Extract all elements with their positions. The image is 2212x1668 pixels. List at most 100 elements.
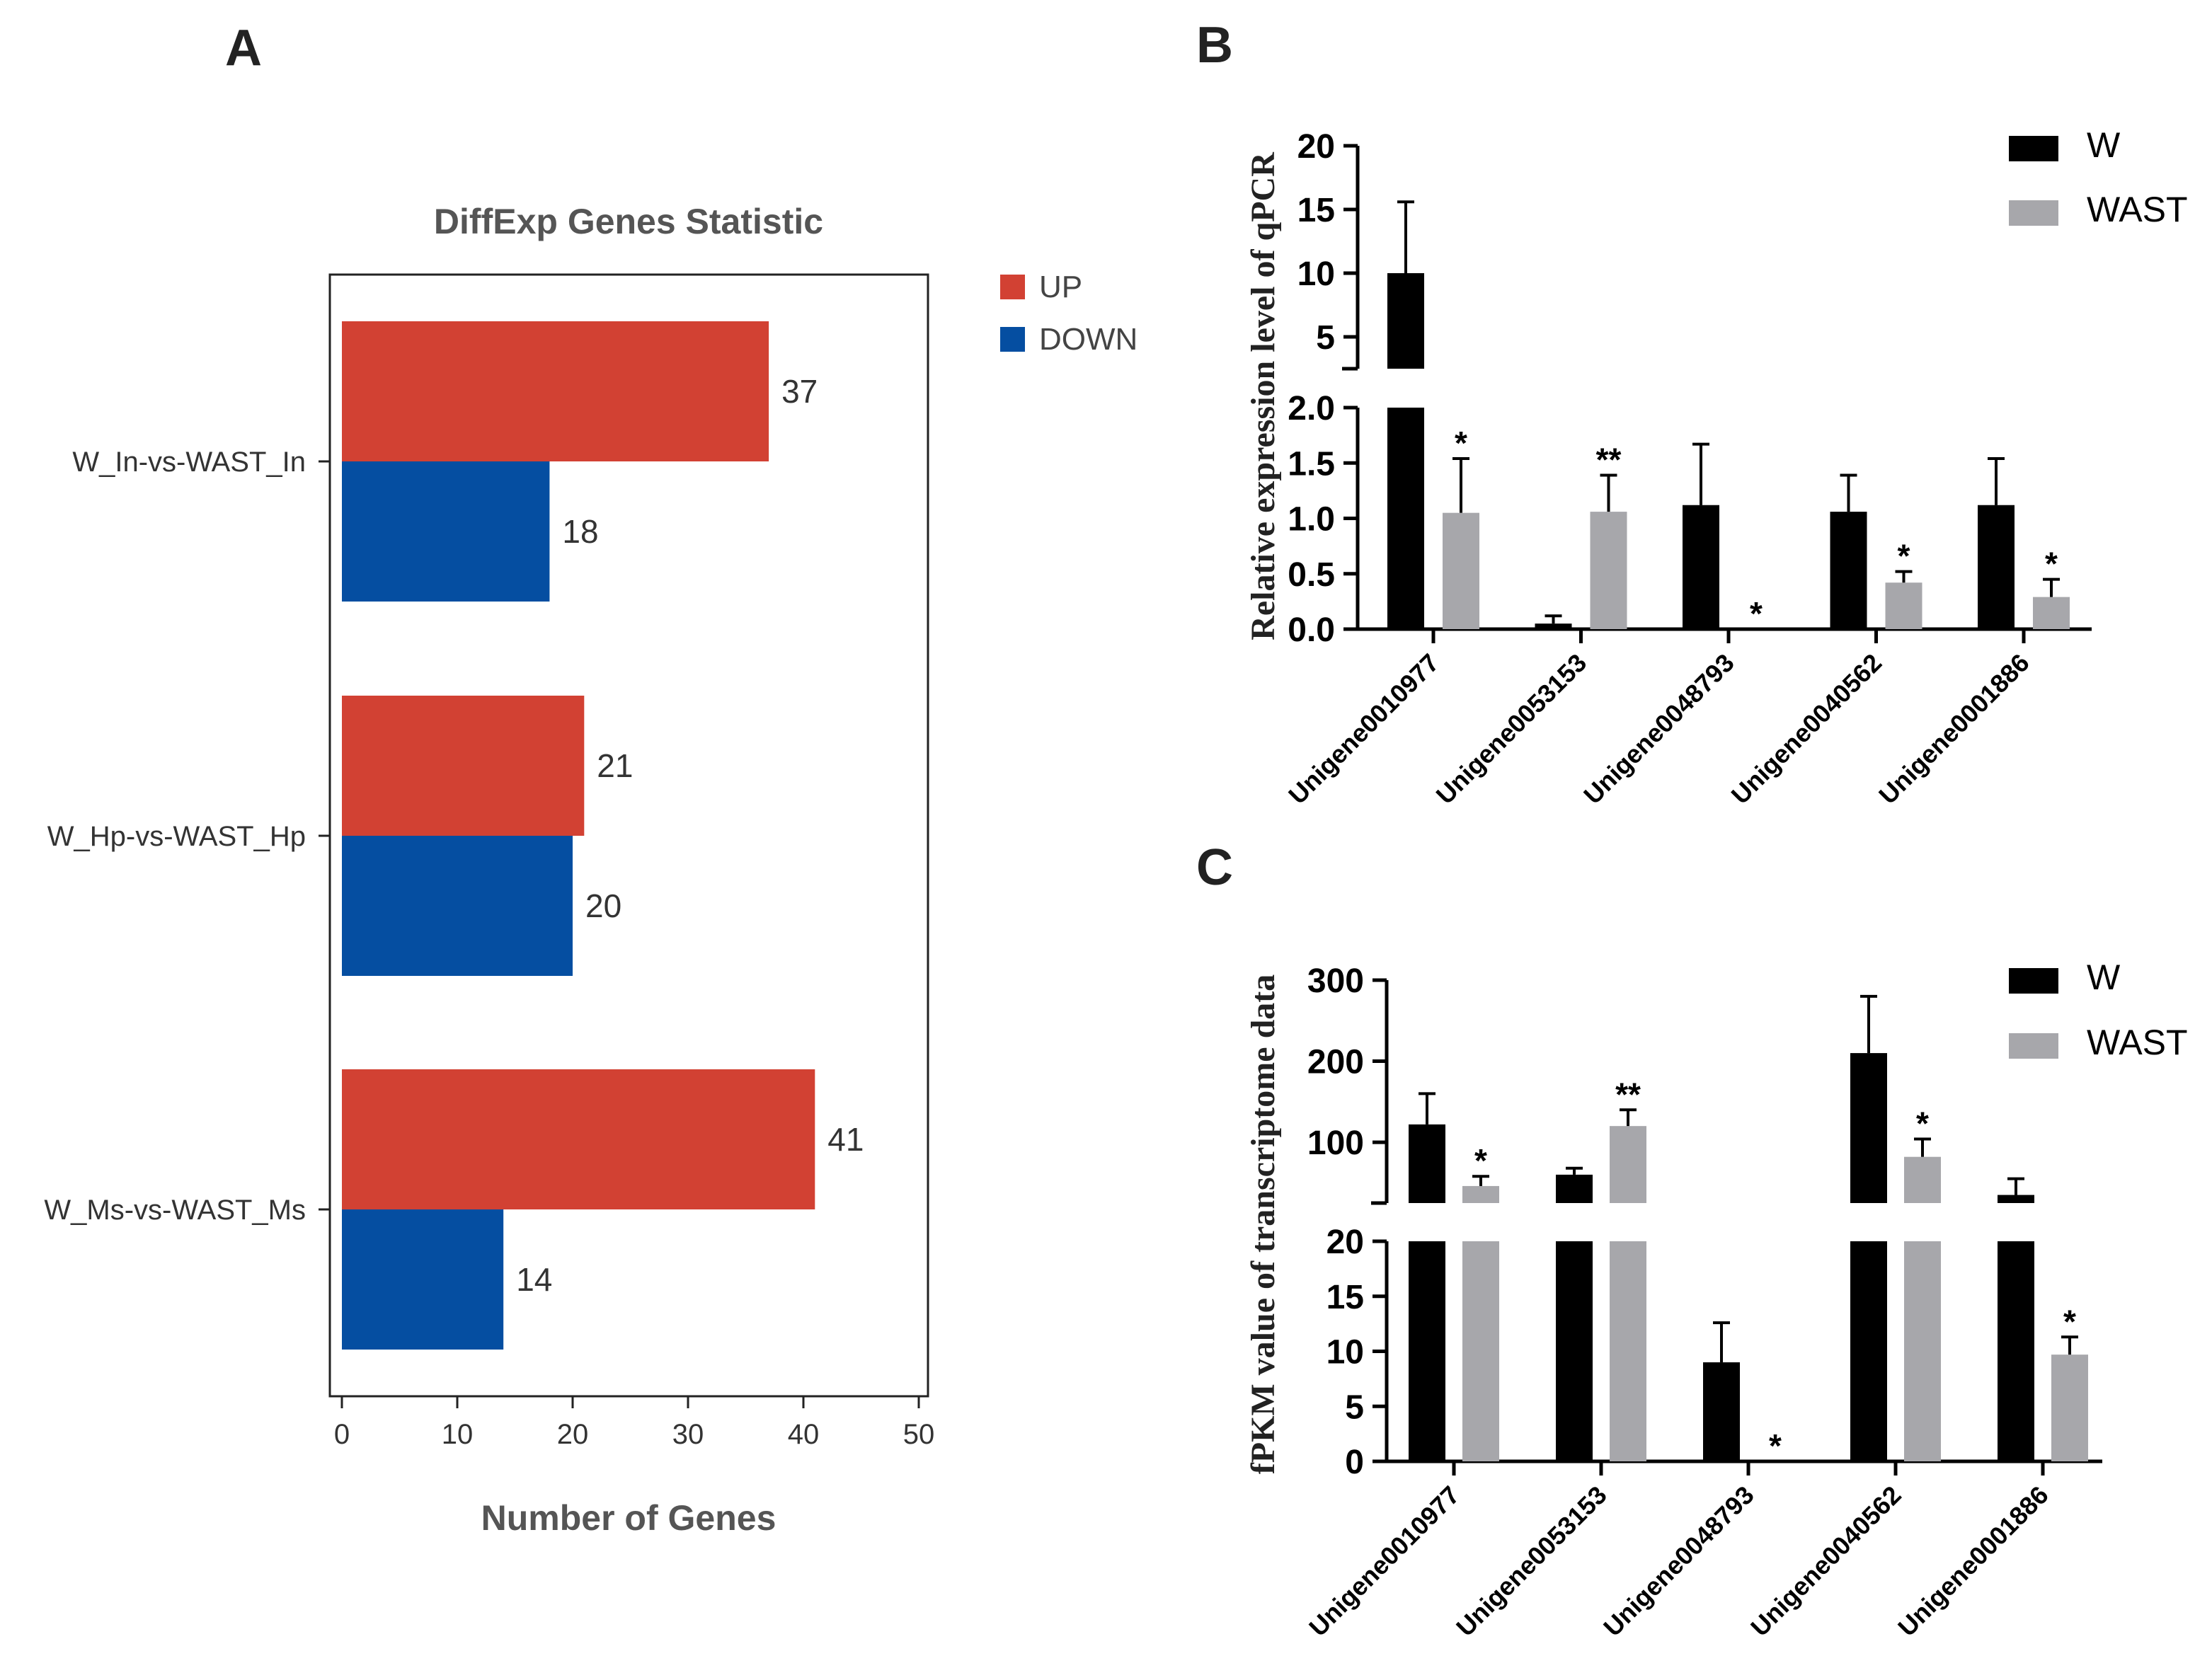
significance-mark: * xyxy=(1916,1105,1929,1142)
bar-up-2 xyxy=(342,696,585,836)
legend-up-label: UP xyxy=(1039,270,1082,304)
legend-b-wast-label: WAST xyxy=(2087,190,2188,229)
bar-w-upper-1 xyxy=(1387,273,1424,369)
bar-down-1 xyxy=(342,461,550,602)
y-tick-label: W_Hp-vs-WAST_Hp xyxy=(47,821,306,852)
significance-mark: * xyxy=(1769,1427,1782,1464)
x-tick-label: Unigene0040562 xyxy=(1726,648,1888,810)
x-tick-label: Unigene0040562 xyxy=(1745,1480,1907,1643)
significance-mark: ** xyxy=(1596,441,1622,478)
bar-w-upper-2 xyxy=(1556,1174,1593,1203)
panel-b-chart: Relative expression level of qPCR 5 10 15 2… xyxy=(1244,125,2188,810)
x-tick-label: Unigene0048793 xyxy=(1578,648,1740,810)
x-tick-label: 10 xyxy=(442,1419,474,1450)
bar-w-upper-4 xyxy=(1850,1053,1887,1203)
legend-b-wast-swatch xyxy=(2009,200,2058,226)
y-tick-label: 20 xyxy=(1326,1224,1364,1261)
bar-wast-upper-2 xyxy=(1610,1126,1646,1203)
x-tick-label: 20 xyxy=(557,1419,589,1450)
bar-wast-5 xyxy=(2051,1354,2088,1461)
x-tick-label: 40 xyxy=(788,1419,820,1450)
bar-wast-upper-4 xyxy=(1904,1156,1941,1203)
significance-mark: * xyxy=(1750,595,1763,632)
y-tick-label: 100 xyxy=(1307,1125,1364,1162)
y-tick-label: 300 xyxy=(1307,962,1364,1000)
bar-wast-2 xyxy=(1590,512,1627,629)
legend-b-w-swatch xyxy=(2009,136,2058,161)
y-tick-label: 15 xyxy=(1326,1279,1364,1316)
y-tick-label: 10 xyxy=(1297,255,1335,293)
bar-value-label: 18 xyxy=(562,513,598,550)
y-tick-label: 2.0 xyxy=(1288,390,1335,427)
bar-wast-upper-1 xyxy=(1462,1185,1499,1203)
panel-a-chart: DiffExp Genes Statistic 37 18 21 20 41 14 W_I… xyxy=(44,202,1137,1538)
x-tick-label: 30 xyxy=(672,1419,704,1450)
panel-c-chart: fPKM value of transcriptome data 1002003… xyxy=(1244,957,2188,1642)
x-tick-label: 50 xyxy=(903,1419,935,1450)
significance-mark: * xyxy=(2045,546,2058,582)
x-tick-label: Unigene0053153 xyxy=(1450,1480,1612,1643)
bar-w-upper-5 xyxy=(1998,1195,2034,1203)
significance-mark: * xyxy=(1898,538,1910,575)
legend-c-wast-swatch xyxy=(2009,1033,2058,1059)
panel-a-title: DiffExp Genes Statistic xyxy=(434,202,823,241)
bar-wast-1 xyxy=(1462,1241,1499,1461)
bar-wast-4 xyxy=(1904,1241,1941,1461)
significance-mark: * xyxy=(1474,1142,1487,1179)
bar-w-1 xyxy=(1409,1241,1445,1461)
panel-label-a: A xyxy=(225,20,262,76)
x-tick-label: Unigene0010977 xyxy=(1303,1480,1465,1643)
y-tick-label: 0.0 xyxy=(1288,611,1335,649)
y-tick-label: 10 xyxy=(1326,1334,1364,1371)
y-tick-label: 1.5 xyxy=(1288,445,1335,483)
bar-up-3 xyxy=(342,1069,815,1209)
y-tick-label: W_In-vs-WAST_In xyxy=(72,447,306,478)
panel-label-b: B xyxy=(1196,17,1233,74)
y-tick-label: 5 xyxy=(1345,1388,1364,1426)
bar-w-upper-1 xyxy=(1409,1124,1445,1203)
y-tick-label: 0 xyxy=(1345,1444,1364,1481)
bar-wast-5 xyxy=(2033,597,2070,629)
bar-w-5 xyxy=(1998,1241,2034,1461)
x-tick-label: Unigene0048793 xyxy=(1598,1480,1760,1643)
bar-w-5 xyxy=(1978,505,2015,629)
bar-w-2 xyxy=(1556,1241,1593,1461)
panel-c-ylabel: fPKM value of transcriptome data xyxy=(1244,974,1282,1475)
legend-down-label: DOWN xyxy=(1039,322,1137,357)
y-tick-label: 5 xyxy=(1316,319,1335,357)
bar-w-4 xyxy=(1830,512,1867,629)
bar-value-label: 14 xyxy=(516,1261,552,1298)
y-tick-label: 1.0 xyxy=(1288,501,1335,539)
legend-down-swatch xyxy=(1000,327,1025,352)
bar-w-4 xyxy=(1850,1241,1887,1461)
bar-w-3 xyxy=(1683,505,1719,629)
bar-value-label: 21 xyxy=(597,747,633,784)
x-tick-label: Unigene0053153 xyxy=(1431,648,1593,810)
bar-w-2 xyxy=(1535,623,1572,629)
bar-w-3 xyxy=(1703,1362,1740,1461)
bar-value-label: 20 xyxy=(585,887,621,924)
significance-mark: * xyxy=(2063,1303,2076,1340)
y-tick-label: W_Ms-vs-WAST_Ms xyxy=(44,1195,306,1226)
x-tick-label: Unigene0001886 xyxy=(1892,1480,2054,1643)
y-tick-label: 15 xyxy=(1297,192,1335,229)
bar-down-3 xyxy=(342,1209,504,1350)
x-tick-label: Unigene0010977 xyxy=(1283,648,1445,810)
legend-b-w-label: W xyxy=(2087,125,2121,165)
panel-label-c: C xyxy=(1196,839,1233,896)
legend-c-w-swatch xyxy=(2009,968,2058,994)
legend-up-swatch xyxy=(1000,275,1025,299)
x-tick-label: 0 xyxy=(334,1419,350,1450)
panel-a-xlabel: Number of Genes xyxy=(481,1498,777,1538)
panel-b-ylabel: Relative expression level of qPCR xyxy=(1244,151,1282,640)
y-tick-label: 0.5 xyxy=(1288,556,1335,594)
bar-value-label: 41 xyxy=(827,1121,864,1158)
bar-down-2 xyxy=(342,836,573,976)
bar-wast-1 xyxy=(1443,512,1479,629)
x-tick-label: Unigene0001886 xyxy=(1873,648,2035,810)
legend-c-w-label: W xyxy=(2087,957,2121,997)
significance-mark: * xyxy=(1455,425,1467,461)
bar-wast-4 xyxy=(1885,582,1922,629)
significance-mark: ** xyxy=(1615,1076,1641,1112)
y-tick-label: 200 xyxy=(1307,1044,1364,1081)
